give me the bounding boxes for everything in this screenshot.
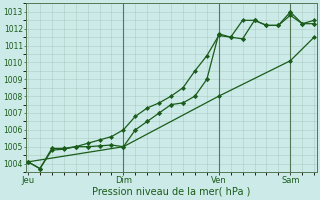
- X-axis label: Pression niveau de la mer( hPa ): Pression niveau de la mer( hPa ): [92, 187, 250, 197]
